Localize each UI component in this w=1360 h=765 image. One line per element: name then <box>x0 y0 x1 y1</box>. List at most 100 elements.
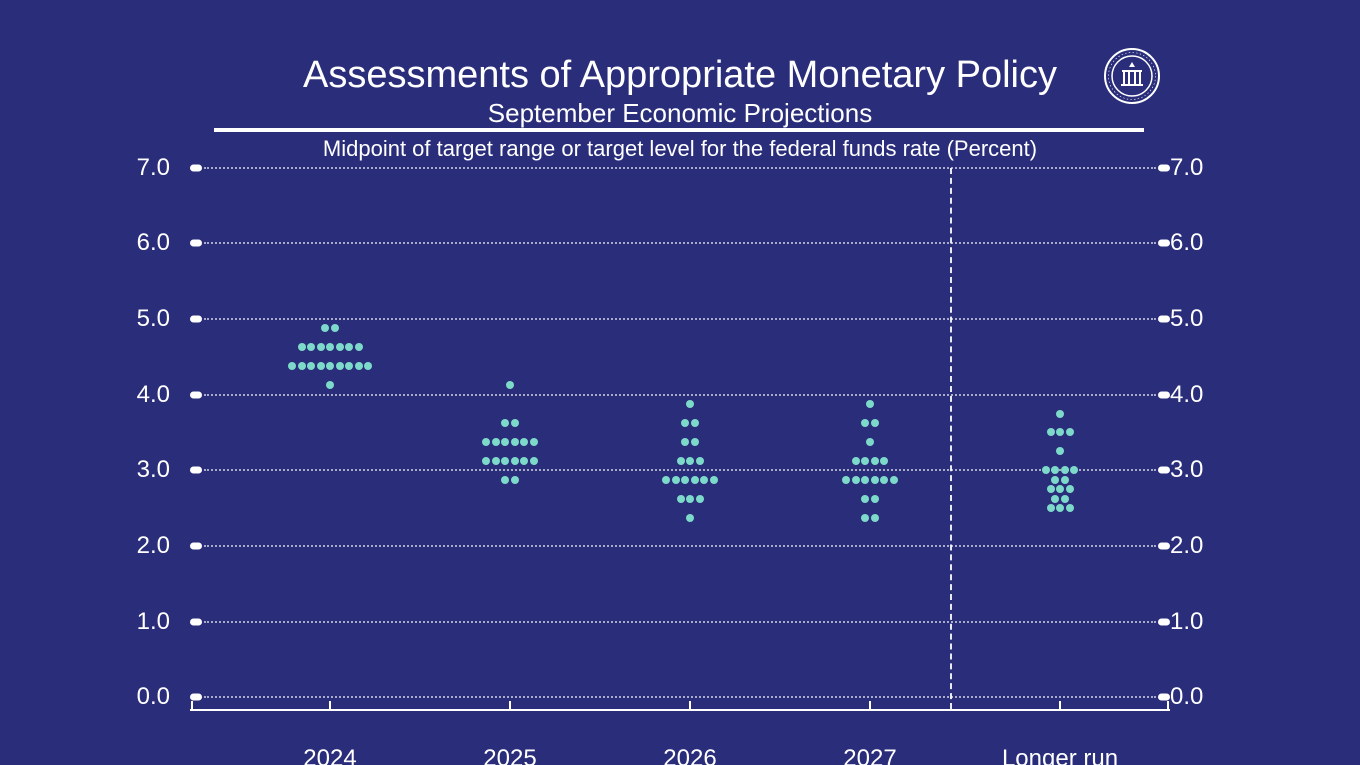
projection-dot <box>880 476 888 484</box>
x-category-label: 2025 <box>483 745 536 765</box>
gridline <box>204 469 1156 471</box>
y-tick-marker <box>1158 391 1170 398</box>
projection-dot <box>492 438 500 446</box>
projection-dot <box>364 362 372 370</box>
projection-dot <box>681 476 689 484</box>
projection-dot <box>511 457 519 465</box>
projection-dot <box>842 476 850 484</box>
projection-dot <box>317 362 325 370</box>
projection-dot <box>1047 485 1055 493</box>
projection-dot <box>691 438 699 446</box>
projection-dot <box>681 438 689 446</box>
y-tick-marker <box>190 240 202 247</box>
title-rule <box>214 128 1144 132</box>
projection-dot <box>355 343 363 351</box>
x-tick <box>689 701 691 709</box>
projection-dot <box>317 343 325 351</box>
projection-dot <box>501 476 509 484</box>
projection-dot <box>345 343 353 351</box>
y-tick-marker <box>190 618 202 625</box>
projection-dot <box>852 457 860 465</box>
projection-dot <box>1042 466 1050 474</box>
projection-dot <box>1061 476 1069 484</box>
x-tick <box>329 701 331 709</box>
x-tick <box>1059 701 1061 709</box>
projection-dot <box>691 419 699 427</box>
projection-dot <box>331 324 339 332</box>
gridline <box>204 167 1156 169</box>
projection-dot <box>866 438 874 446</box>
y-tick-label: 3.0 <box>137 456 170 484</box>
x-tick <box>509 701 511 709</box>
y-tick-label: 3.0 <box>1170 456 1203 484</box>
y-tick-marker <box>190 315 202 322</box>
projection-dot <box>345 362 353 370</box>
projection-dot <box>511 438 519 446</box>
projection-dot <box>686 400 694 408</box>
y-tick-marker <box>190 542 202 549</box>
y-axis-title: Midpoint of target range or target level… <box>0 136 1360 162</box>
projection-dot <box>710 476 718 484</box>
category-separator <box>950 168 952 709</box>
dot-plot-chart: 0.00.01.01.02.02.03.03.04.04.05.05.06.06… <box>110 160 1210 720</box>
projection-dot <box>326 362 334 370</box>
x-category-label: 2024 <box>303 745 356 765</box>
projection-dot <box>1051 466 1059 474</box>
projection-dot <box>511 476 519 484</box>
projection-dot <box>861 457 869 465</box>
projection-dot <box>1056 485 1064 493</box>
y-tick-label: 2.0 <box>1170 532 1203 560</box>
projection-dot <box>866 400 874 408</box>
projection-dot <box>880 457 888 465</box>
projection-dot <box>482 457 490 465</box>
projection-dot <box>677 495 685 503</box>
projection-dot <box>672 476 680 484</box>
projection-dot <box>871 514 879 522</box>
y-tick-marker <box>1158 315 1170 322</box>
projection-dot <box>1066 504 1074 512</box>
gridline <box>204 545 1156 547</box>
projection-dot <box>336 362 344 370</box>
projection-dot <box>686 514 694 522</box>
y-tick-label: 6.0 <box>137 229 170 257</box>
projection-dot <box>861 419 869 427</box>
projection-dot <box>326 381 334 389</box>
projection-dot <box>686 495 694 503</box>
projection-dot <box>681 419 689 427</box>
y-tick-label: 7.0 <box>137 154 170 182</box>
projection-dot <box>1051 476 1059 484</box>
projection-dot <box>336 343 344 351</box>
fed-seal-icon <box>1104 48 1160 104</box>
y-tick-label: 7.0 <box>1170 154 1203 182</box>
y-tick-label: 5.0 <box>1170 305 1203 333</box>
x-category-label: Longer run <box>1002 745 1118 765</box>
projection-dot <box>1066 485 1074 493</box>
projection-dot <box>871 476 879 484</box>
y-tick-label: 5.0 <box>137 305 170 333</box>
projection-dot <box>298 362 306 370</box>
x-category-label: 2027 <box>843 745 896 765</box>
y-tick-label: 4.0 <box>1170 381 1203 409</box>
gridline <box>204 394 1156 396</box>
projection-dot <box>700 476 708 484</box>
projection-dot <box>871 457 879 465</box>
page: Assessments of Appropriate Monetary Poli… <box>0 0 1360 765</box>
projection-dot <box>890 476 898 484</box>
projection-dot <box>852 476 860 484</box>
x-axis <box>190 709 1170 711</box>
x-category-label: 2026 <box>663 745 716 765</box>
projection-dot <box>307 362 315 370</box>
projection-dot <box>307 343 315 351</box>
y-tick-marker <box>190 467 202 474</box>
projection-dot <box>696 457 704 465</box>
projection-dot <box>1051 495 1059 503</box>
projection-dot <box>355 362 363 370</box>
projection-dot <box>1070 466 1078 474</box>
projection-dot <box>501 419 509 427</box>
projection-dot <box>288 362 296 370</box>
y-tick-label: 2.0 <box>137 532 170 560</box>
gridline <box>204 318 1156 320</box>
projection-dot <box>1061 495 1069 503</box>
projection-dot <box>1056 410 1064 418</box>
projection-dot <box>530 457 538 465</box>
